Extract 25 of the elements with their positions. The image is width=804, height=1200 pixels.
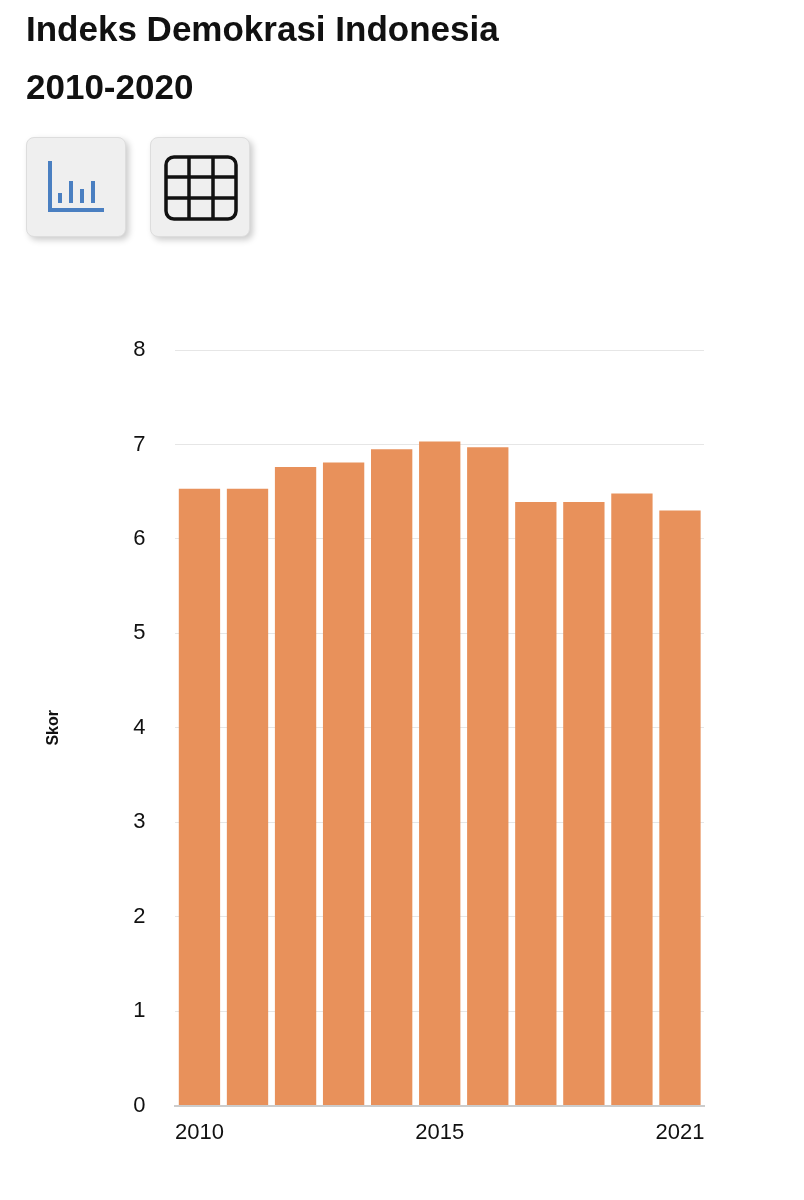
bar [659,510,701,1106]
y-tick-label: 8 [133,336,146,362]
y-tick-label: 3 [133,808,146,834]
bar [467,447,509,1106]
bar [322,462,365,1106]
bar [611,493,653,1106]
x-tick-label: 2015 [415,1118,465,1144]
bar [226,488,269,1106]
y-tick-label: 5 [133,619,146,645]
bar [563,502,605,1106]
y-tick-label: 4 [133,713,146,739]
y-tick-label: 2 [133,902,146,928]
bar [274,467,317,1106]
chart-title: Indeks Demokrasi Indonesia 2010-2020 [26,8,500,108]
y-tick-label: 6 [133,524,146,550]
y-tick-label: 7 [133,430,146,456]
y-tick-label: 1 [133,997,146,1023]
x-tick-label: 2010 [174,1118,224,1144]
bar [178,488,221,1106]
bar [515,502,557,1106]
y-axis-title: Skor [44,710,62,746]
bar [371,449,413,1106]
bar [419,441,461,1106]
y-tick-label: 0 [133,1091,146,1117]
x-tick-label: 2021 [655,1118,705,1144]
